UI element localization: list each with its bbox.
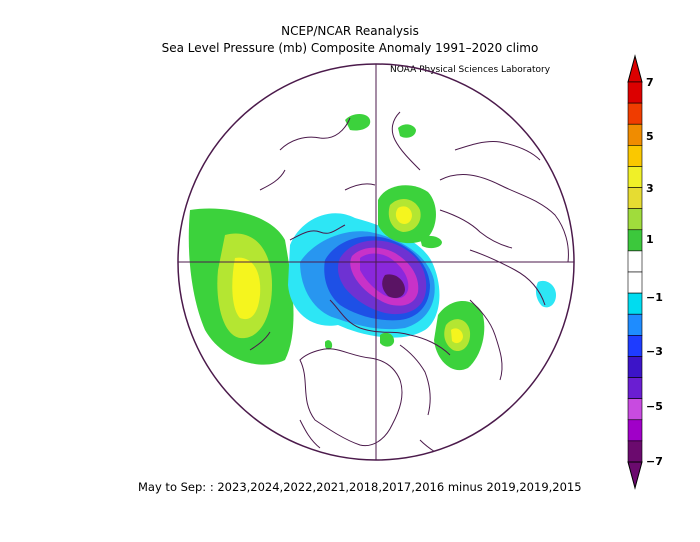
colorbar-bottom-arrow: [627, 461, 643, 490]
colorbar-swatch: [627, 229, 643, 252]
map-boundary: [177, 63, 575, 461]
north-positive-green: [345, 114, 371, 131]
atlantic-negative-cyan: [535, 280, 556, 308]
chart-title: NCEP/NCAR Reanalysis: [281, 24, 419, 38]
asia-positive-green: [420, 235, 442, 249]
colorbar-swatch: [627, 292, 643, 315]
colorbar-swatch: [627, 377, 643, 399]
colorbar-swatch: [627, 250, 643, 273]
colorbar-tick-label: 1: [646, 233, 654, 246]
arctic-negative-darkpurple: [382, 274, 405, 298]
atlantic-positive-yellow: [451, 328, 463, 344]
europe-positive-yellow: [395, 206, 412, 224]
east-positive-green: [398, 124, 416, 138]
colorbar-swatch: [627, 335, 643, 357]
colorbar-swatch: [627, 145, 643, 167]
colorbar-tick-label: 5: [646, 130, 654, 143]
colorbar-swatch: [627, 123, 643, 146]
colorbar-top-arrow: [627, 54, 643, 83]
colorbar-tick-label: −7: [646, 455, 663, 468]
colorbar-swatch: [627, 398, 643, 421]
colorbar-tick-label: 3: [646, 182, 654, 195]
colorbar-swatch: [627, 440, 643, 463]
colorbar-swatch: [627, 419, 643, 442]
credit-label: NOAA Physical Sciences Laboratory: [390, 65, 551, 75]
colorbar-tick-label: −1: [646, 291, 663, 304]
colorbar-swatch: [627, 356, 643, 378]
colorbar-swatch: [627, 102, 643, 125]
colorbar-swatch: [627, 187, 643, 209]
colorbar-swatch: [627, 166, 643, 188]
colorbar-tick-label: 7: [646, 76, 654, 89]
chart-subtitle: Sea Level Pressure (mb) Composite Anomal…: [161, 41, 539, 55]
pacific-positive-yellow: [232, 257, 261, 320]
colorbar-swatch: [627, 271, 643, 294]
colorbar-tick-label: −5: [646, 400, 663, 413]
composite-years-caption: May to Sep: : 2023,2024,2022,2021,2018,2…: [138, 480, 582, 494]
anomaly-field: [188, 114, 556, 371]
alaska-positive-green: [325, 340, 333, 350]
colorbar-swatch: [627, 313, 643, 336]
colorbar-swatch: [627, 208, 643, 231]
colorbar-swatch: [627, 81, 643, 104]
hudson-positive-green: [380, 332, 395, 347]
colorbar-tick-label: −3: [646, 345, 663, 358]
